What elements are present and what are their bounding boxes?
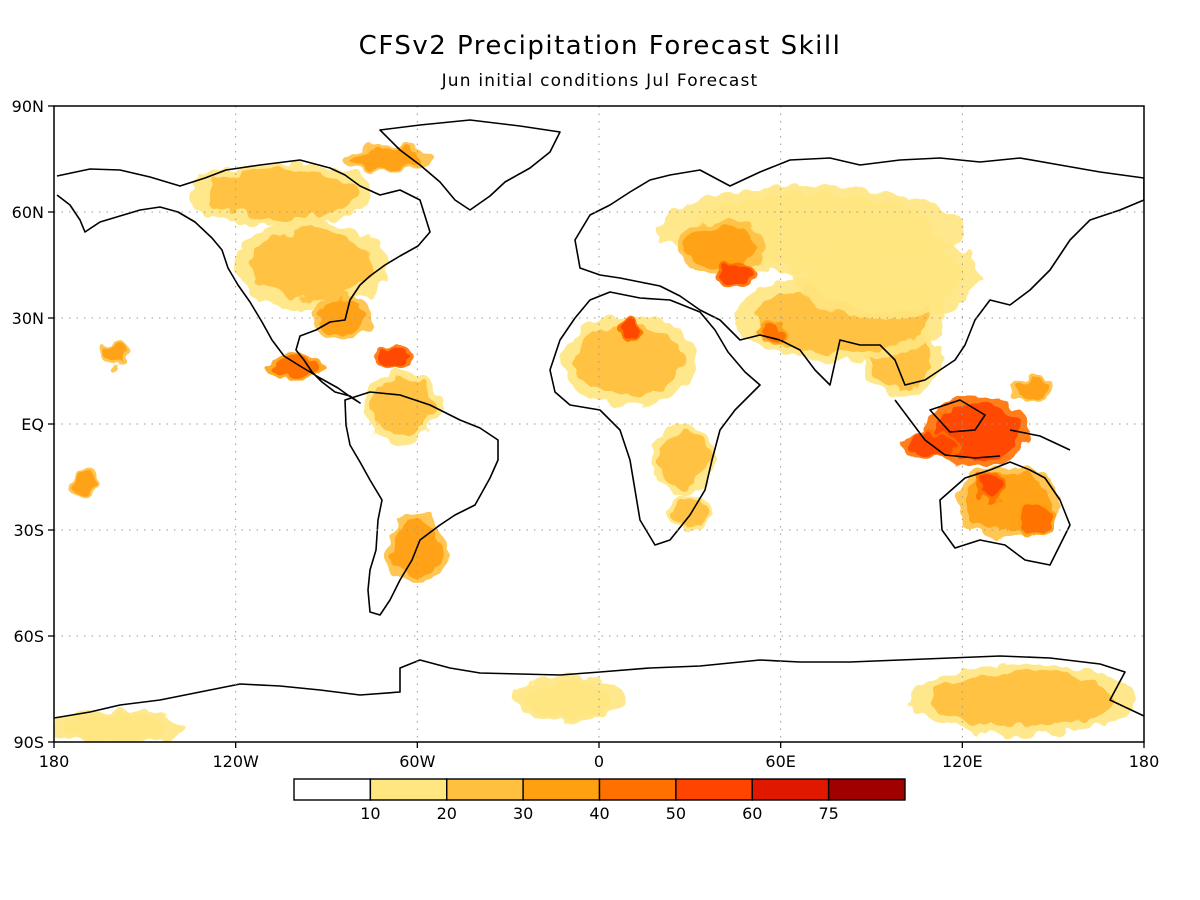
skill-region bbox=[317, 300, 366, 336]
coastline-europe-asia bbox=[574, 157, 1144, 386]
skill-region bbox=[720, 265, 751, 287]
x-tick-label: 120E bbox=[942, 752, 983, 771]
x-tick-label: 120W bbox=[212, 752, 259, 771]
skill-region bbox=[932, 671, 1114, 728]
skill-shading-layer bbox=[54, 145, 1137, 742]
y-tick-label: 60N bbox=[12, 203, 44, 222]
skill-region bbox=[574, 325, 684, 396]
colorbar-swatch bbox=[446, 778, 524, 801]
colorbar-swatch bbox=[751, 778, 830, 801]
colorbar-swatch bbox=[522, 778, 601, 801]
map-title: CFSv2 Precipitation Forecast Skill bbox=[359, 31, 842, 61]
colorbar-level-label: 10 bbox=[360, 804, 380, 823]
skill-region bbox=[60, 713, 170, 742]
colorbar-swatch bbox=[293, 778, 372, 801]
colorbar-level-label: 40 bbox=[589, 804, 609, 823]
colorbar-swatch bbox=[369, 778, 448, 801]
skill-region bbox=[659, 431, 708, 488]
skill-region bbox=[1013, 378, 1051, 400]
coastline-africa-eurasia bbox=[549, 291, 761, 546]
y-tick-label: 60S bbox=[13, 627, 44, 646]
y-tick-label: 90N bbox=[12, 97, 44, 116]
skill-region bbox=[72, 473, 97, 495]
x-tick-label: 180 bbox=[39, 752, 70, 771]
skill-region bbox=[371, 378, 433, 435]
colorbar-level-label: 60 bbox=[742, 804, 762, 823]
x-tick-label: 0 bbox=[594, 752, 604, 771]
x-tick-label: 180 bbox=[1129, 752, 1160, 771]
skill-region bbox=[272, 356, 321, 379]
y-tick-label: EQ bbox=[21, 415, 44, 434]
x-tick-label: 60W bbox=[399, 752, 435, 771]
skill-region bbox=[759, 321, 784, 343]
colorbar-swatch bbox=[675, 778, 753, 801]
colorbar-level-label: 50 bbox=[666, 804, 686, 823]
coastline-south-america bbox=[344, 391, 499, 616]
skill-region bbox=[1022, 505, 1054, 534]
skill-region bbox=[980, 477, 1005, 499]
coastlines bbox=[54, 119, 1144, 719]
skill-region bbox=[523, 681, 615, 718]
x-tick-label: 60E bbox=[765, 752, 795, 771]
colorbar: 10 20 30 40 50 60 75 bbox=[293, 778, 906, 823]
y-tick-label: 30S bbox=[13, 521, 44, 540]
coastline-australia bbox=[939, 461, 1071, 566]
skill-region bbox=[102, 342, 127, 364]
map-subtitle: Jun initial conditions Jul Forecast bbox=[441, 71, 759, 91]
colorbar-level-label: 20 bbox=[437, 804, 457, 823]
skill-region bbox=[250, 229, 372, 301]
skill-region bbox=[671, 498, 708, 527]
skill-region bbox=[620, 318, 639, 340]
coastline-antarctica bbox=[54, 655, 1144, 719]
latitude-tick-labels: 90N 60N 30N EQ 30S 60S 90S bbox=[12, 97, 54, 752]
coastline-greenland bbox=[379, 119, 561, 211]
coastline-north-america bbox=[56, 159, 431, 404]
skill-region bbox=[683, 226, 757, 269]
colorbar-swatch bbox=[598, 778, 677, 801]
colorbar-swatch bbox=[827, 778, 906, 801]
skill-region bbox=[205, 169, 357, 220]
colorbar-level-label: 30 bbox=[513, 804, 533, 823]
coastline-maritime-continent bbox=[894, 399, 1071, 459]
longitude-tick-labels: 180 120W 60W 0 60E 120E 180 bbox=[39, 742, 1160, 771]
graticule bbox=[54, 106, 1144, 742]
y-tick-label: 30N bbox=[12, 309, 44, 328]
colorbar-level-label: 75 bbox=[818, 804, 838, 823]
y-tick-label: 90S bbox=[13, 733, 44, 752]
skill-region bbox=[377, 346, 409, 368]
